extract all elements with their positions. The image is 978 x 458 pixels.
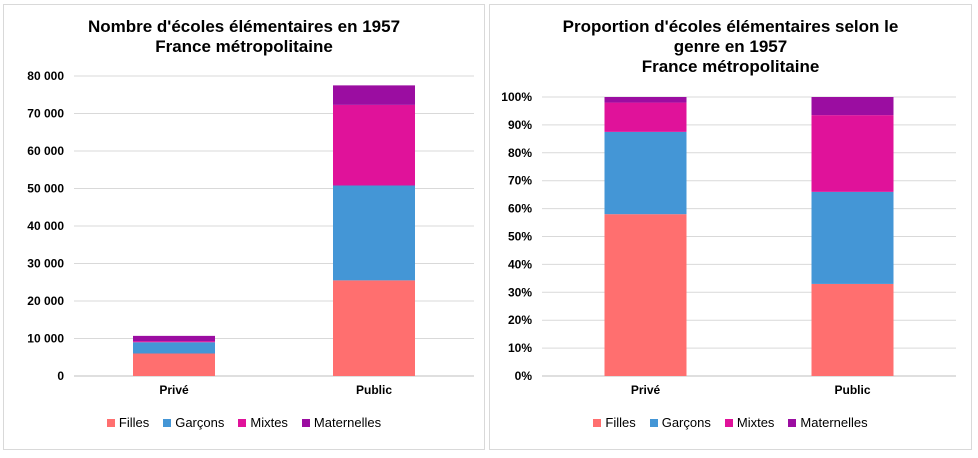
legend-label: Maternelles <box>313 415 382 430</box>
bar-garcons-prive <box>133 342 215 354</box>
bar-garcons-prive <box>604 131 687 215</box>
chart-panel-count: Nombre d'écoles élémentaires en 1957 Fra… <box>3 4 485 450</box>
chart-title-line: genre en 1957 <box>673 37 788 56</box>
bar-chart-count: 0 10 000 20 000 30 000 40 000 50 000 60 000 70 … <box>27 69 474 397</box>
chart-title-line: Proportion d'écoles élémentaires selon l… <box>562 17 899 36</box>
x-tick-label: Public <box>834 383 870 397</box>
legend-swatch <box>649 418 658 427</box>
legend-label: Filles <box>118 415 150 430</box>
chart-title-line: France métropolitaine <box>155 37 333 56</box>
bar-filles-prive <box>133 353 215 376</box>
x-tick-label: Privé <box>159 383 189 397</box>
legend-swatch <box>301 418 310 427</box>
bar-filles-prive <box>604 214 687 376</box>
legend-label: Maternelles <box>800 415 868 430</box>
bar-mixtes-public <box>333 104 415 186</box>
legend-swatch <box>163 418 172 427</box>
y-tick-label: 60% <box>508 202 532 216</box>
bar-chart-proportion: 0% 10% 20% 30% 40% 50% 60% 70% 80% 90% 100% Privé Pu… <box>501 90 956 397</box>
x-tick-label: Public <box>356 383 392 397</box>
bar-mixtes-public <box>811 115 894 192</box>
bar-maternelles-public <box>811 97 894 116</box>
chart-title-count: Nombre d'écoles élémentaires en 1957 Fra… <box>4 17 484 57</box>
bar-garcons-public <box>333 185 415 281</box>
y-tick-label: 90% <box>508 118 532 132</box>
bar-filles-public <box>811 283 894 376</box>
bar-garcons-public <box>811 191 894 284</box>
y-tick-label: 20% <box>508 313 532 327</box>
chart-legend: Filles Garçons Mixtes Maternelles <box>490 415 971 430</box>
y-tick-label: 30 000 <box>27 257 64 271</box>
y-tick-label: 80 000 <box>27 69 64 83</box>
bar-maternelles-prive <box>604 97 687 103</box>
chart-title-line: France métropolitaine <box>641 57 820 76</box>
y-tick-label: 0% <box>515 369 533 383</box>
y-tick-label: 100% <box>501 90 532 104</box>
legend-label: Garçons <box>661 415 711 430</box>
legend-item: Mixtes <box>238 415 288 430</box>
chart-panel-proportion: Proportion d'écoles élémentaires selon l… <box>489 4 972 450</box>
y-tick-label: 70 000 <box>27 107 64 121</box>
legend-label: Mixtes <box>736 415 775 430</box>
legend-label: Filles <box>605 415 636 430</box>
y-tick-label: 80% <box>508 146 532 160</box>
y-tick-label: 50 000 <box>27 182 64 196</box>
y-tick-label: 20 000 <box>27 294 64 308</box>
chart-title-proportion: Proportion d'écoles élémentaires selon l… <box>490 17 971 77</box>
y-tick-label: 70% <box>508 174 532 188</box>
bar-maternelles-prive <box>133 335 215 342</box>
y-tick-label: 40 000 <box>27 219 64 233</box>
y-tick-label: 60 000 <box>27 144 64 158</box>
legend-swatch <box>788 418 797 427</box>
legend-item: Garçons <box>163 415 224 430</box>
y-tick-label: 30% <box>508 285 532 299</box>
bar-mixtes-prive <box>604 102 687 132</box>
bar-maternelles-public <box>333 85 415 105</box>
legend-item: Mixtes <box>724 415 775 430</box>
y-tick-label: 40% <box>508 257 532 271</box>
legend-label: Garçons <box>175 415 225 430</box>
y-tick-label: 10% <box>508 341 532 355</box>
legend-swatch <box>724 418 733 427</box>
bar-filles-public <box>333 280 415 376</box>
legend-label: Mixtes <box>250 415 288 430</box>
legend-item: Filles <box>106 415 150 430</box>
legend-swatch <box>106 418 115 427</box>
bar-mixtes-prive <box>133 341 215 343</box>
x-tick-label: Privé <box>631 383 661 397</box>
chart-legend: Filles Garçons Mixtes Maternelles <box>4 415 484 430</box>
legend-item: Filles <box>593 415 636 430</box>
legend-item: Maternelles <box>301 415 382 430</box>
y-tick-label: 50% <box>508 230 532 244</box>
y-tick-label: 0 <box>57 369 64 383</box>
legend-swatch <box>238 418 247 427</box>
legend-swatch <box>593 418 602 427</box>
legend-item: Garçons <box>649 415 711 430</box>
chart-title-line: Nombre d'écoles élémentaires en 1957 <box>87 17 401 36</box>
y-tick-label: 10 000 <box>27 332 64 346</box>
legend-item: Maternelles <box>788 415 868 430</box>
